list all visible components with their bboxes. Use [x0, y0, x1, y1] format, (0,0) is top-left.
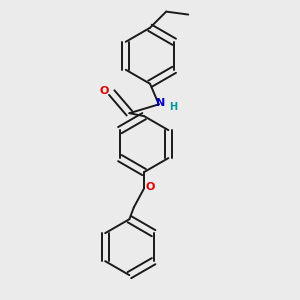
Text: H: H — [169, 102, 177, 112]
Text: N: N — [156, 98, 165, 108]
Text: O: O — [100, 86, 109, 96]
Text: O: O — [146, 182, 155, 192]
